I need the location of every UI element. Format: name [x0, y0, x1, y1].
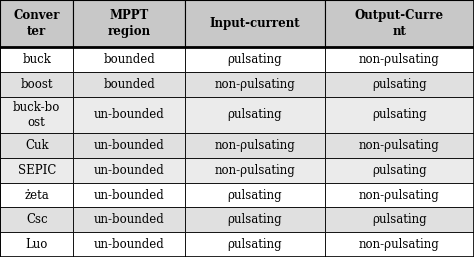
Text: ρulsating: ρulsating [228, 53, 282, 66]
Bar [325, 158, 474, 183]
Bar [73, 158, 185, 183]
Bar [185, 133, 325, 158]
Text: ρulsating: ρulsating [372, 108, 427, 121]
Bar [0, 183, 73, 207]
Text: ρulsating: ρulsating [228, 238, 282, 251]
Text: non-ρulsating: non-ρulsating [359, 139, 440, 152]
Bar [73, 0, 185, 47]
Bar [325, 97, 474, 133]
Text: buck: buck [22, 53, 51, 66]
Bar [73, 232, 185, 257]
Text: boost: boost [20, 78, 53, 91]
Bar [0, 97, 73, 133]
Bar [325, 232, 474, 257]
Text: ρulsating: ρulsating [228, 189, 282, 201]
Bar [73, 97, 185, 133]
Bar [185, 232, 325, 257]
Bar [73, 133, 185, 158]
Bar [0, 72, 73, 97]
Text: ρulsating: ρulsating [372, 164, 427, 177]
Bar [185, 47, 325, 72]
Text: Input-current: Input-current [210, 17, 300, 30]
Bar [185, 183, 325, 207]
Bar [325, 207, 474, 232]
Text: non-ρulsating: non-ρulsating [214, 139, 295, 152]
Bar [73, 72, 185, 97]
Bar [325, 133, 474, 158]
Text: bounded: bounded [103, 78, 155, 91]
Bar [0, 207, 73, 232]
Bar [73, 183, 185, 207]
Bar [325, 47, 474, 72]
Text: SEPIC: SEPIC [18, 164, 56, 177]
Text: bounded: bounded [103, 53, 155, 66]
Bar [0, 133, 73, 158]
Text: un-bounded: un-bounded [94, 139, 164, 152]
Bar [185, 207, 325, 232]
Bar [325, 0, 474, 47]
Bar [185, 72, 325, 97]
Text: MPPT
region: MPPT region [108, 9, 151, 38]
Bar [185, 0, 325, 47]
Text: buck-bo
ost: buck-bo ost [13, 101, 60, 129]
Bar [325, 72, 474, 97]
Text: ρulsating: ρulsating [372, 213, 427, 226]
Bar [73, 207, 185, 232]
Text: non-ρulsating: non-ρulsating [359, 189, 440, 201]
Text: Csc: Csc [26, 213, 47, 226]
Bar [0, 47, 73, 72]
Text: non-ρulsating: non-ρulsating [214, 164, 295, 177]
Text: żeta: żeta [24, 189, 49, 201]
Text: un-bounded: un-bounded [94, 108, 164, 121]
Text: un-bounded: un-bounded [94, 164, 164, 177]
Text: un-bounded: un-bounded [94, 189, 164, 201]
Bar [73, 47, 185, 72]
Text: non-ρulsating: non-ρulsating [214, 78, 295, 91]
Text: non-ρulsating: non-ρulsating [359, 53, 440, 66]
Text: ρulsating: ρulsating [372, 78, 427, 91]
Bar [0, 158, 73, 183]
Text: un-bounded: un-bounded [94, 213, 164, 226]
Bar [325, 183, 474, 207]
Bar [0, 0, 73, 47]
Text: ρulsating: ρulsating [228, 213, 282, 226]
Text: ρulsating: ρulsating [228, 108, 282, 121]
Text: Luo: Luo [26, 238, 48, 251]
Text: un-bounded: un-bounded [94, 238, 164, 251]
Text: Conver
ter: Conver ter [13, 9, 60, 38]
Text: non-ρulsating: non-ρulsating [359, 238, 440, 251]
Bar [185, 97, 325, 133]
Text: Output-Curre
nt: Output-Curre nt [355, 9, 444, 38]
Bar [0, 232, 73, 257]
Text: Cuk: Cuk [25, 139, 48, 152]
Bar [185, 158, 325, 183]
